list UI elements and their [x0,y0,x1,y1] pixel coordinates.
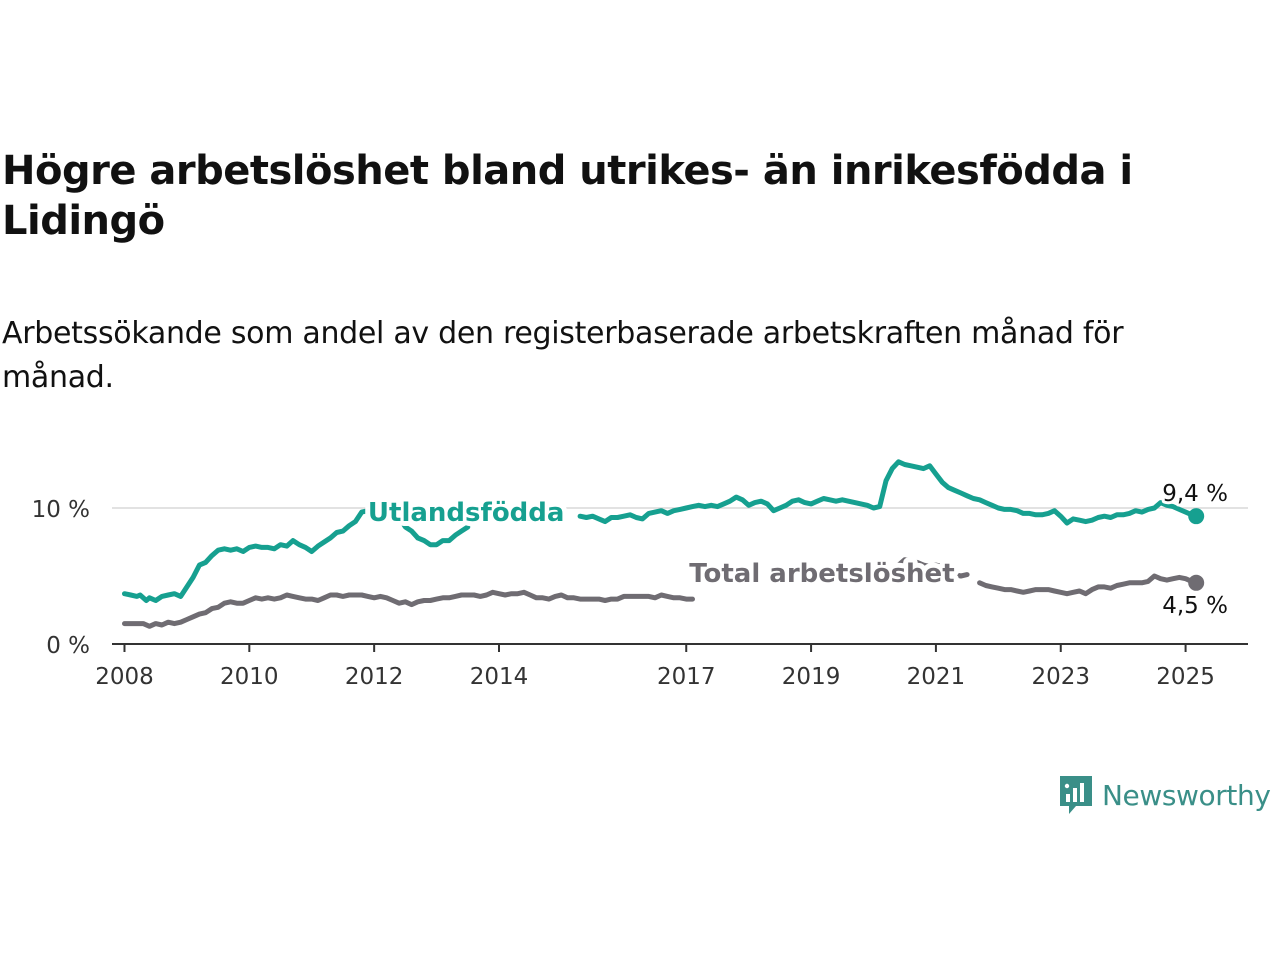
end-value-label: 9,4 % [1162,481,1228,507]
label-layer: Utlandsfödda Total arbetslöshet 9,4 % 4,5 % [363,478,1231,622]
end-point-total-arbetslöshet [1188,574,1205,591]
series-line-total-arbetslöshet [977,573,1199,597]
x-tick-label: 2012 [345,664,404,690]
x-tick-label: 2019 [782,664,841,690]
x-tick-label: 2014 [470,664,529,690]
y-tick-label: 0 % [46,633,90,659]
newsworthy-chart-bubble-icon [1060,776,1092,814]
brand-name: Newsworthy [1102,778,1271,812]
chart-subtitle: Arbetssökande som andel av den registerb… [2,316,1124,395]
chart-title: Högre arbetslöshet bland utrikes- än inr… [2,148,1133,244]
x-axis: 0 % 10 % 2008 2010 2012 2014 2017 2019 2021 2023 2… [32,497,1248,690]
series-line-utlandsfödda [577,459,1199,526]
series-label-utlandsfödda: Utlandsfödda [368,498,565,528]
series-line-utlandsfödda [415,524,471,548]
series-label-total-arbetslöshet: Total arbetslöshet [689,559,954,589]
y-tick-label: 10 % [32,497,90,523]
x-tick-label: 2021 [907,664,966,690]
series-line-total-arbetslöshet [889,557,970,579]
x-tick-label: 2025 [1156,664,1215,690]
end-point-utlandsfödda [1188,508,1205,525]
series-line-total-arbetslöshet [122,589,695,629]
series-line-utlandsfödda [122,508,421,603]
series-layer [122,459,1205,629]
end-value-label: 4,5 % [1162,593,1228,619]
x-tick-label: 2017 [657,664,716,690]
newsworthy-brand[interactable]: Newsworthy [1058,772,1271,818]
x-tick-label: 2010 [220,664,279,690]
x-tick-label: 2008 [95,664,154,690]
x-tick-label: 2023 [1031,664,1090,690]
